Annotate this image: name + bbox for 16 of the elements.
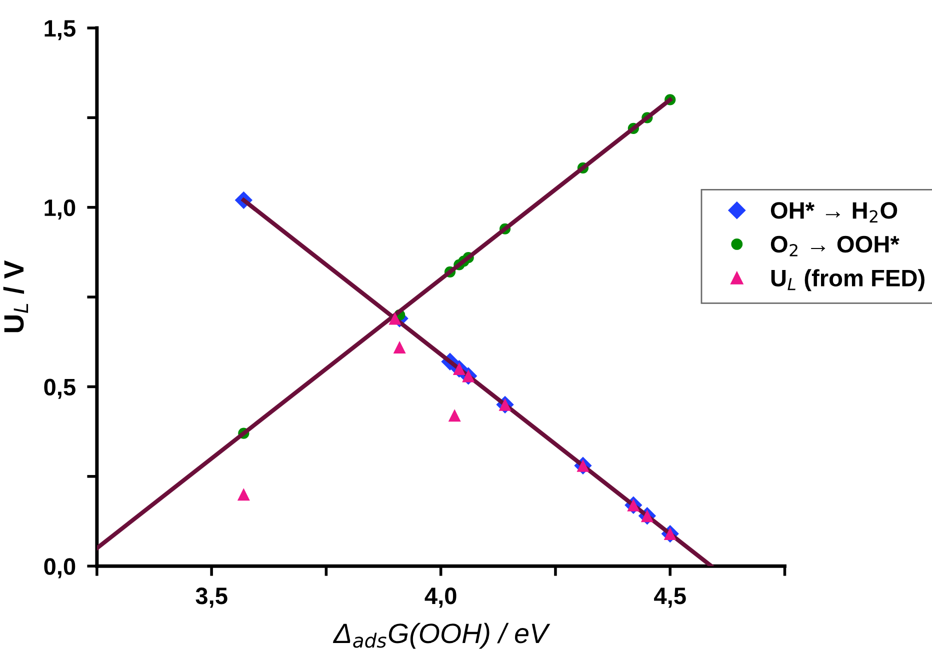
legend-label: U$_{L}$ (from FED)	[771, 269, 924, 292]
x-axis-title: Δ$_{ads}$G(OOH) / eV	[332, 622, 550, 649]
x-tick-label: 3,5	[196, 588, 228, 608]
point	[448, 409, 461, 422]
y-axis-title: U$_{L}$ / V	[3, 260, 28, 332]
point	[237, 488, 250, 501]
point	[393, 341, 406, 354]
y-tick-label: 0,5	[44, 378, 76, 399]
legend-label: OH* → H$_{2}$O	[770, 202, 898, 222]
point	[388, 312, 402, 325]
y-tick-label: 1,0	[44, 199, 76, 220]
x-tick-label: 4,0	[424, 588, 456, 608]
y-tick-label: 0,0	[44, 558, 76, 578]
legend-label: O$_{2}$ → OOH*	[770, 236, 900, 256]
y-tick-label: 1,5	[44, 20, 76, 40]
x-tick-label: 4,5	[654, 588, 686, 608]
